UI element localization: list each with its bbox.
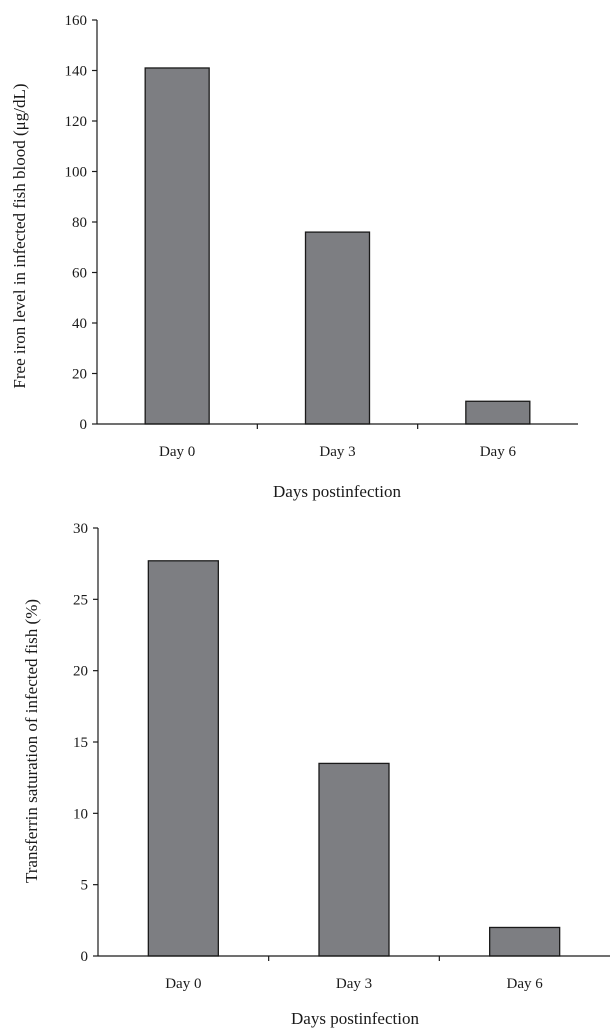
chart1-x-tick-label: Day 0 [159, 444, 195, 460]
chart1-x-ticks: Day 0 Day 3 Day 6 [159, 424, 516, 460]
chart-free-iron: 0 20 40 60 80 100 120 140 160 Day 0 Day 3 Day 6 Da… [10, 13, 578, 501]
chart1-y-tick-label: 80 [72, 215, 87, 231]
chart1-y-axis-title: Free iron level in infected fish blood (… [10, 83, 29, 388]
chart2-y-tick-label: 10 [73, 806, 88, 822]
chart1-y-ticks: 0 20 40 60 80 100 120 140 160 [65, 13, 97, 433]
chart2-y-tick-label: 15 [73, 735, 88, 751]
chart2-x-tick-label: Day 3 [336, 976, 372, 992]
chart2-x-tick-label: Day 0 [165, 976, 201, 992]
chart2-bar-day-0 [147, 560, 219, 957]
chart1-y-tick-label: 100 [65, 165, 88, 181]
chart1-x-tick-label: Day 6 [480, 444, 517, 460]
chart1-y-tick-label: 40 [72, 316, 87, 332]
chart2-x-tick-label: Day 6 [507, 976, 544, 992]
chart2-y-ticks: 0 5 10 15 20 25 30 [73, 521, 98, 965]
chart1-y-tick-label: 20 [72, 367, 87, 383]
chart2-x-axis-title: Days postinfection [291, 1009, 419, 1028]
chart2-bar-day-3 [318, 762, 390, 957]
chart2-bar-day-6 [489, 926, 561, 957]
chart1-y-tick-label: 140 [65, 64, 88, 80]
chart1-y-tick-label: 120 [65, 114, 88, 130]
chart2-y-tick-label: 20 [73, 664, 88, 680]
chart1-y-tick-label: 160 [65, 13, 88, 29]
chart2-y-axis-title: Transferrin saturation of infected fish … [22, 599, 41, 883]
chart2-y-tick-label: 0 [81, 949, 89, 965]
chart1-bars [144, 67, 531, 425]
chart2-y-tick-label: 5 [81, 878, 89, 894]
chart1-bar-day-3 [304, 231, 371, 425]
chart1-bar-day-6 [465, 400, 531, 425]
chart1-y-tick-label: 0 [80, 417, 88, 433]
chart-transferrin-saturation: 0 5 10 15 20 25 30 Day 0 Day 3 Day 6 Days postin… [22, 521, 610, 1028]
chart2-x-ticks: Day 0 Day 3 Day 6 [165, 956, 543, 992]
chart2-y-tick-label: 30 [73, 521, 88, 537]
chart1-x-tick-label: Day 3 [319, 444, 355, 460]
chart2-bars [147, 560, 561, 957]
chart1-bar-day-0 [144, 67, 210, 425]
chart2-y-tick-label: 25 [73, 592, 88, 608]
chart1-y-tick-label: 60 [72, 266, 87, 282]
chart1-x-axis-title: Days postinfection [273, 482, 401, 501]
